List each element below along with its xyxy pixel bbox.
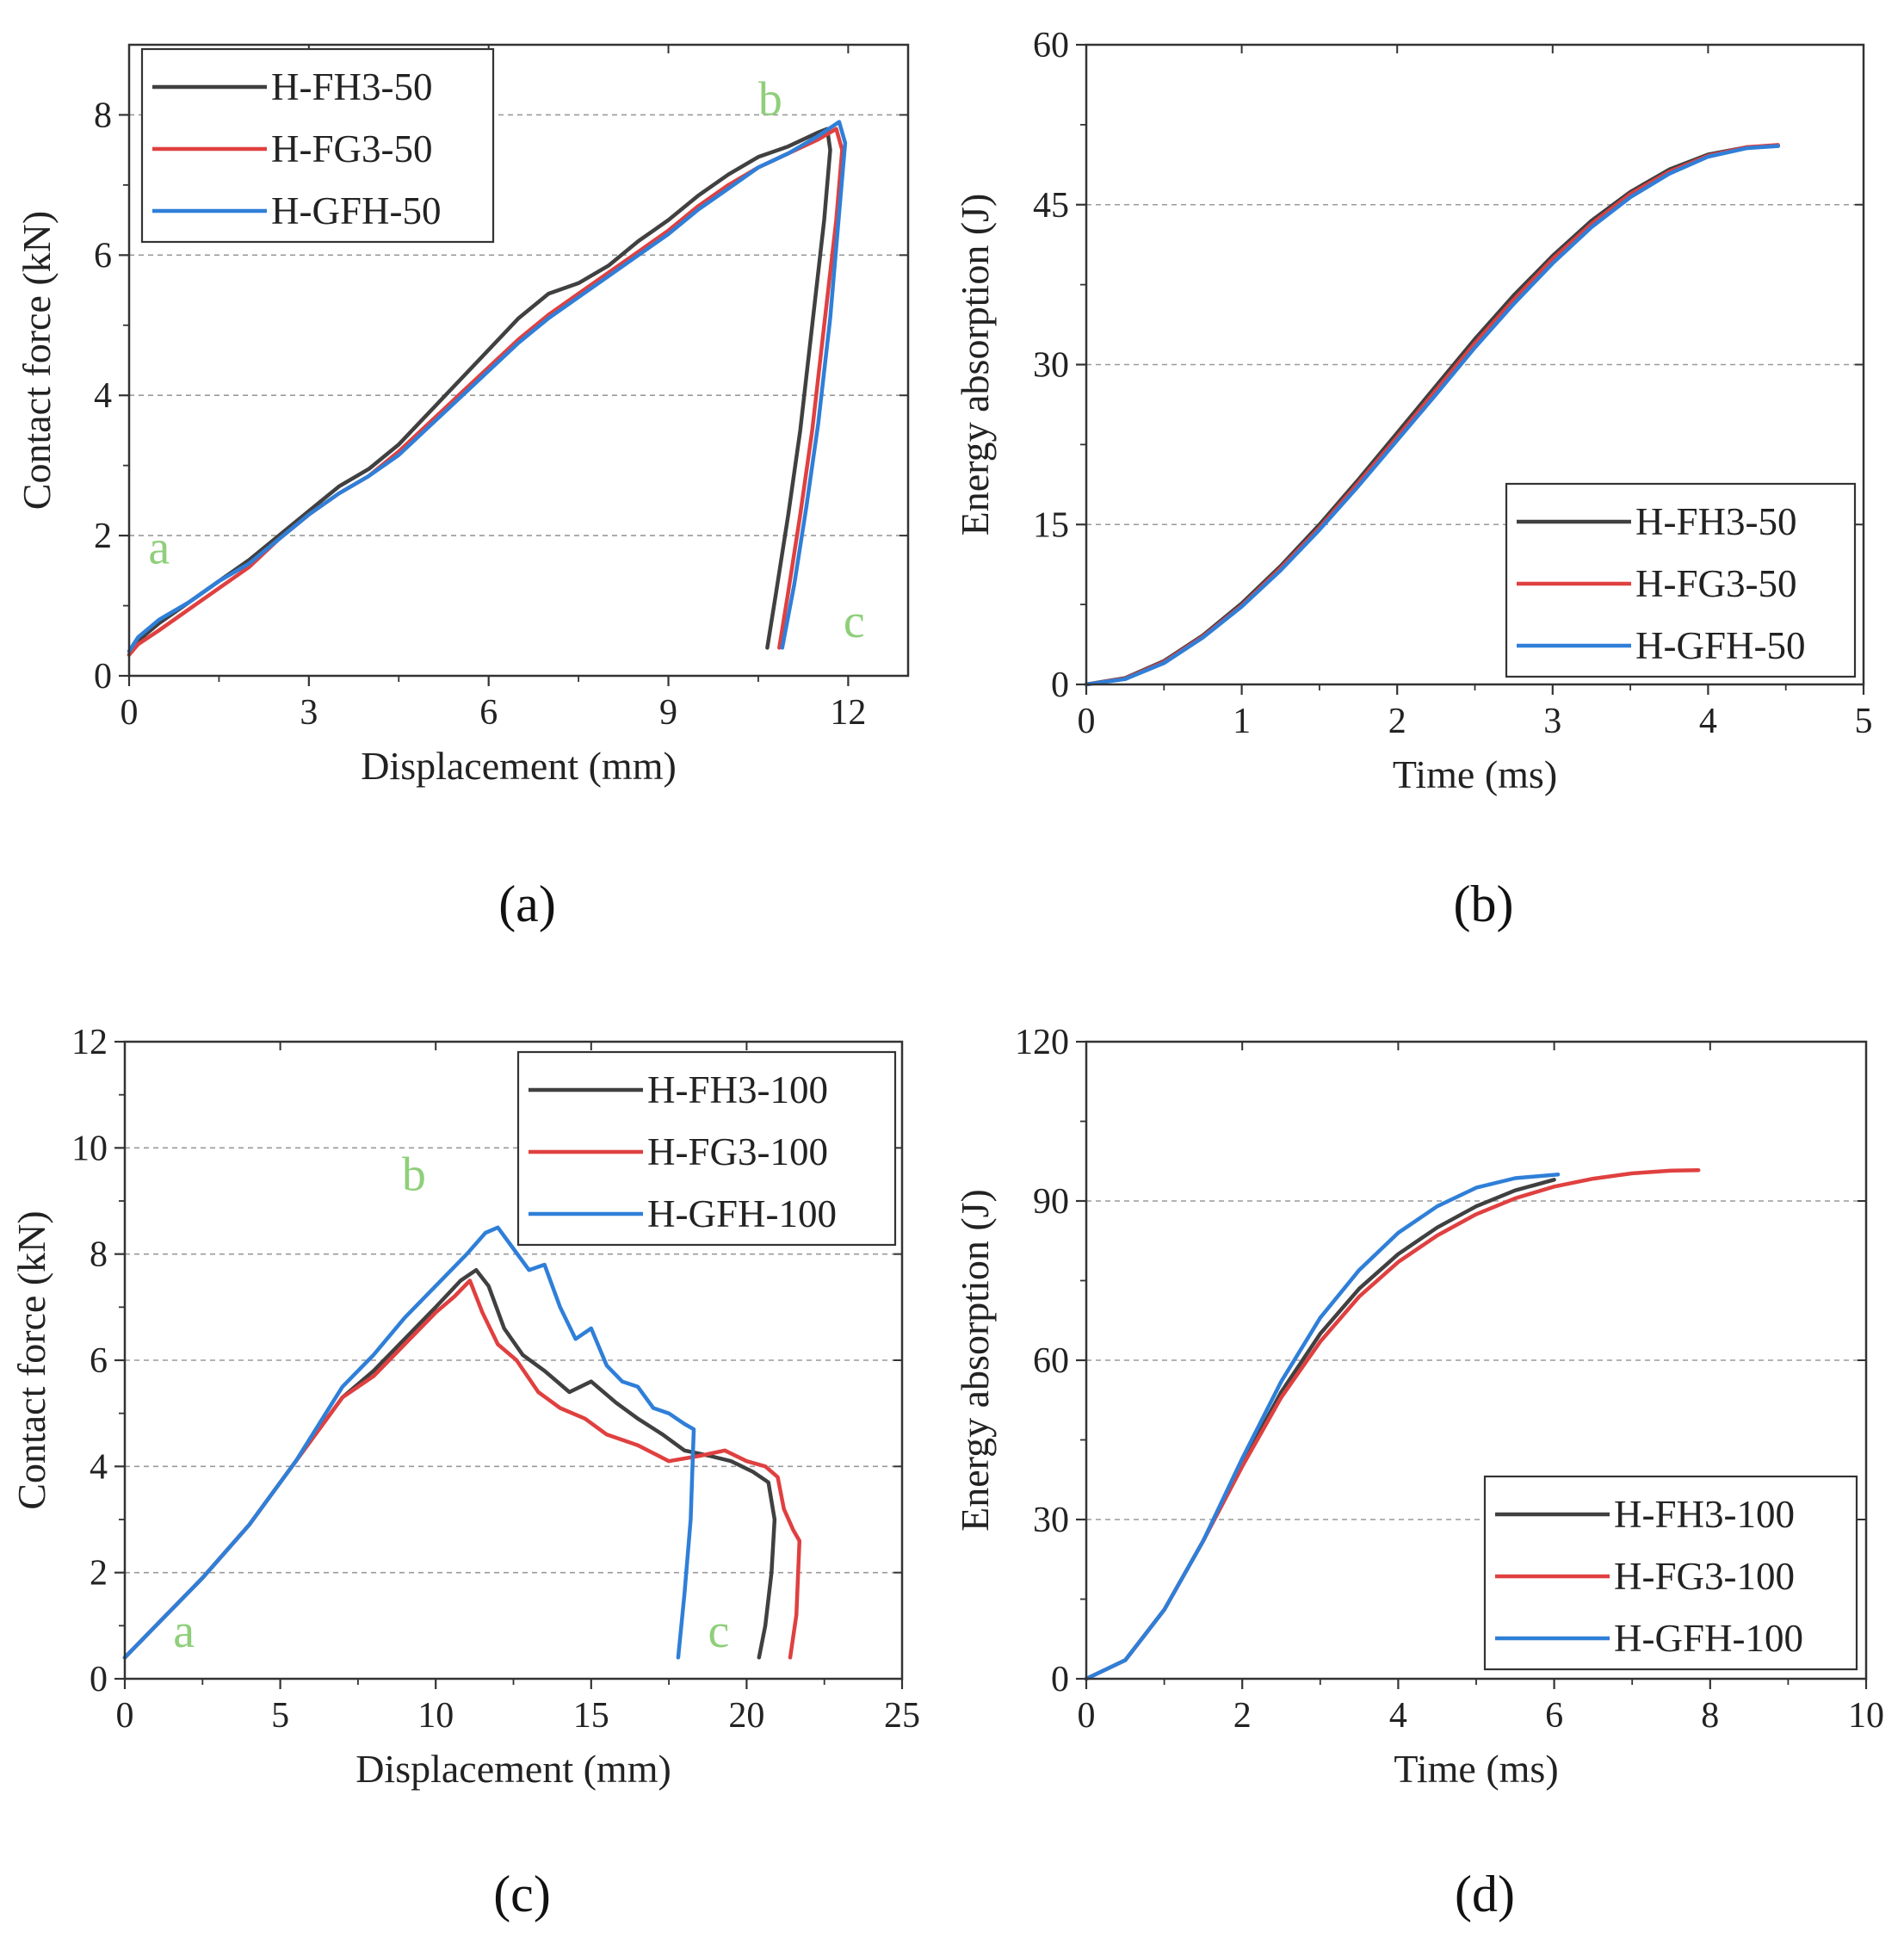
x-tick-label: 9	[659, 693, 677, 733]
series-line-fh3	[122, 1267, 777, 1660]
legend-label: H-GFH-50	[271, 189, 442, 232]
annotation-c: c	[844, 595, 865, 648]
series-line-fg3	[122, 1278, 802, 1660]
panel-label: (c)	[493, 1866, 551, 1922]
x-axis-label: Displacement (mm)	[355, 1747, 671, 1791]
y-axis-label: Energy absorption (J)	[953, 194, 997, 536]
chart-d: 0 2 4 6 8 10 0 30 60 90 120 Time (ms) Energy absorpt…	[953, 1023, 1884, 1922]
y-axis-label: Contact force (kN)	[9, 1210, 53, 1509]
series-line-gfh	[1084, 1172, 1561, 1681]
plot-frame	[127, 43, 910, 678]
annotation-b: b	[402, 1148, 426, 1202]
annotation-a: a	[148, 522, 170, 575]
legend-label: H-FG3-100	[1614, 1555, 1795, 1598]
x-tick-label: 4	[1389, 1696, 1407, 1736]
x-tick-label: 20	[728, 1696, 764, 1736]
x-tick-label: 2	[1233, 1696, 1252, 1736]
legend-label: H-FG3-100	[647, 1130, 828, 1173]
y-tick-label: 45	[1033, 186, 1069, 226]
legend-label: H-GFH-100	[1614, 1617, 1803, 1660]
y-tick-label: 90	[1033, 1182, 1069, 1222]
y-tick-label: 30	[1033, 1501, 1069, 1540]
y-tick-label: 10	[71, 1129, 108, 1168]
legend: H-FH3-100 H-FG3-100 H-GFH-100	[516, 1050, 897, 1247]
x-tick-label: 15	[573, 1696, 609, 1736]
legend-label: H-FH3-50	[271, 65, 433, 108]
y-tick-label: 30	[1033, 346, 1069, 386]
y-tick-label: 0	[90, 1660, 108, 1699]
x-tick-label: 6	[479, 693, 498, 733]
y-tick-label: 4	[94, 376, 112, 416]
x-tick-label: 4	[1699, 702, 1717, 741]
x-tick-label: 5	[1855, 702, 1873, 741]
y-tick-label: 60	[1033, 1341, 1069, 1381]
y-tick-label: 2	[94, 517, 112, 556]
chart-a: 0 3 6 9 12 0 2 4 6 8 Displacement (mm) Contact forc…	[15, 43, 910, 932]
x-tick-label: 5	[271, 1696, 289, 1736]
series-line-fh3	[127, 127, 832, 657]
y-axis-label: Energy absorption (J)	[953, 1189, 997, 1532]
legend-label: H-FH3-100	[1614, 1493, 1795, 1536]
panel-label: (d)	[1455, 1866, 1515, 1922]
x-tick-label: 12	[830, 693, 866, 733]
legend-label: H-FH3-50	[1635, 500, 1797, 543]
legend-label: H-FH3-100	[647, 1068, 828, 1111]
x-tick-label: 0	[1078, 1696, 1096, 1736]
annotation-b: b	[758, 72, 782, 126]
x-tick-label: 3	[1543, 702, 1561, 741]
x-tick-label: 0	[116, 1696, 134, 1736]
y-tick-label: 2	[90, 1554, 108, 1594]
y-axis-label: Contact force (kN)	[15, 211, 59, 510]
y-tick-label: 0	[94, 657, 112, 696]
x-tick-label: 1	[1233, 702, 1251, 741]
panel-label: (a)	[498, 876, 556, 932]
chart-c: 0 5 10 15 20 25 0 2 4 6 8 10 12 Displacement (mm) Cont…	[9, 1023, 920, 1922]
x-tick-label: 25	[884, 1696, 920, 1736]
y-tick-label: 8	[90, 1235, 108, 1275]
x-tick-label: 10	[417, 1696, 454, 1736]
x-tick-label: 3	[300, 693, 318, 733]
x-tick-label: 0	[121, 693, 139, 733]
legend-label: H-GFH-50	[1635, 624, 1806, 667]
legend-label: H-FG3-50	[1635, 562, 1797, 605]
x-tick-label: 0	[1078, 702, 1096, 741]
x-tick-label: 2	[1388, 702, 1406, 741]
y-tick-label: 60	[1033, 26, 1069, 65]
y-tick-label: 6	[94, 236, 112, 275]
series-line-gfh	[122, 1225, 696, 1660]
series-line-gfh	[1084, 144, 1780, 687]
legend: H-FH3-50 H-FG3-50 H-GFH-50	[140, 47, 495, 244]
y-tick-label: 4	[90, 1447, 108, 1487]
y-tick-label: 12	[71, 1023, 108, 1062]
legend: H-FH3-100 H-FG3-100 H-GFH-100	[1483, 1475, 1858, 1671]
legend-label: H-FG3-50	[271, 127, 433, 170]
x-axis-label: Time (ms)	[1393, 752, 1557, 796]
x-tick-label: 10	[1848, 1696, 1884, 1736]
annotation-c: c	[708, 1605, 729, 1658]
x-tick-label: 6	[1545, 1696, 1563, 1736]
y-tick-label: 8	[94, 96, 112, 135]
y-tick-label: 0	[1051, 665, 1069, 705]
x-axis-label: Time (ms)	[1394, 1747, 1558, 1791]
x-axis-label: Displacement (mm)	[361, 744, 677, 788]
y-tick-label: 15	[1033, 505, 1069, 545]
series-line-gfh	[127, 120, 848, 653]
legend-label: H-GFH-100	[647, 1192, 837, 1235]
panel-label: (b)	[1454, 876, 1514, 932]
y-tick-label: 6	[90, 1341, 108, 1381]
x-tick-label: 8	[1701, 1696, 1719, 1736]
y-tick-label: 0	[1051, 1660, 1069, 1699]
legend: H-FH3-50 H-FG3-50 H-GFH-50	[1505, 482, 1857, 678]
annotation-a: a	[173, 1605, 195, 1658]
y-tick-label: 120	[1015, 1023, 1069, 1062]
